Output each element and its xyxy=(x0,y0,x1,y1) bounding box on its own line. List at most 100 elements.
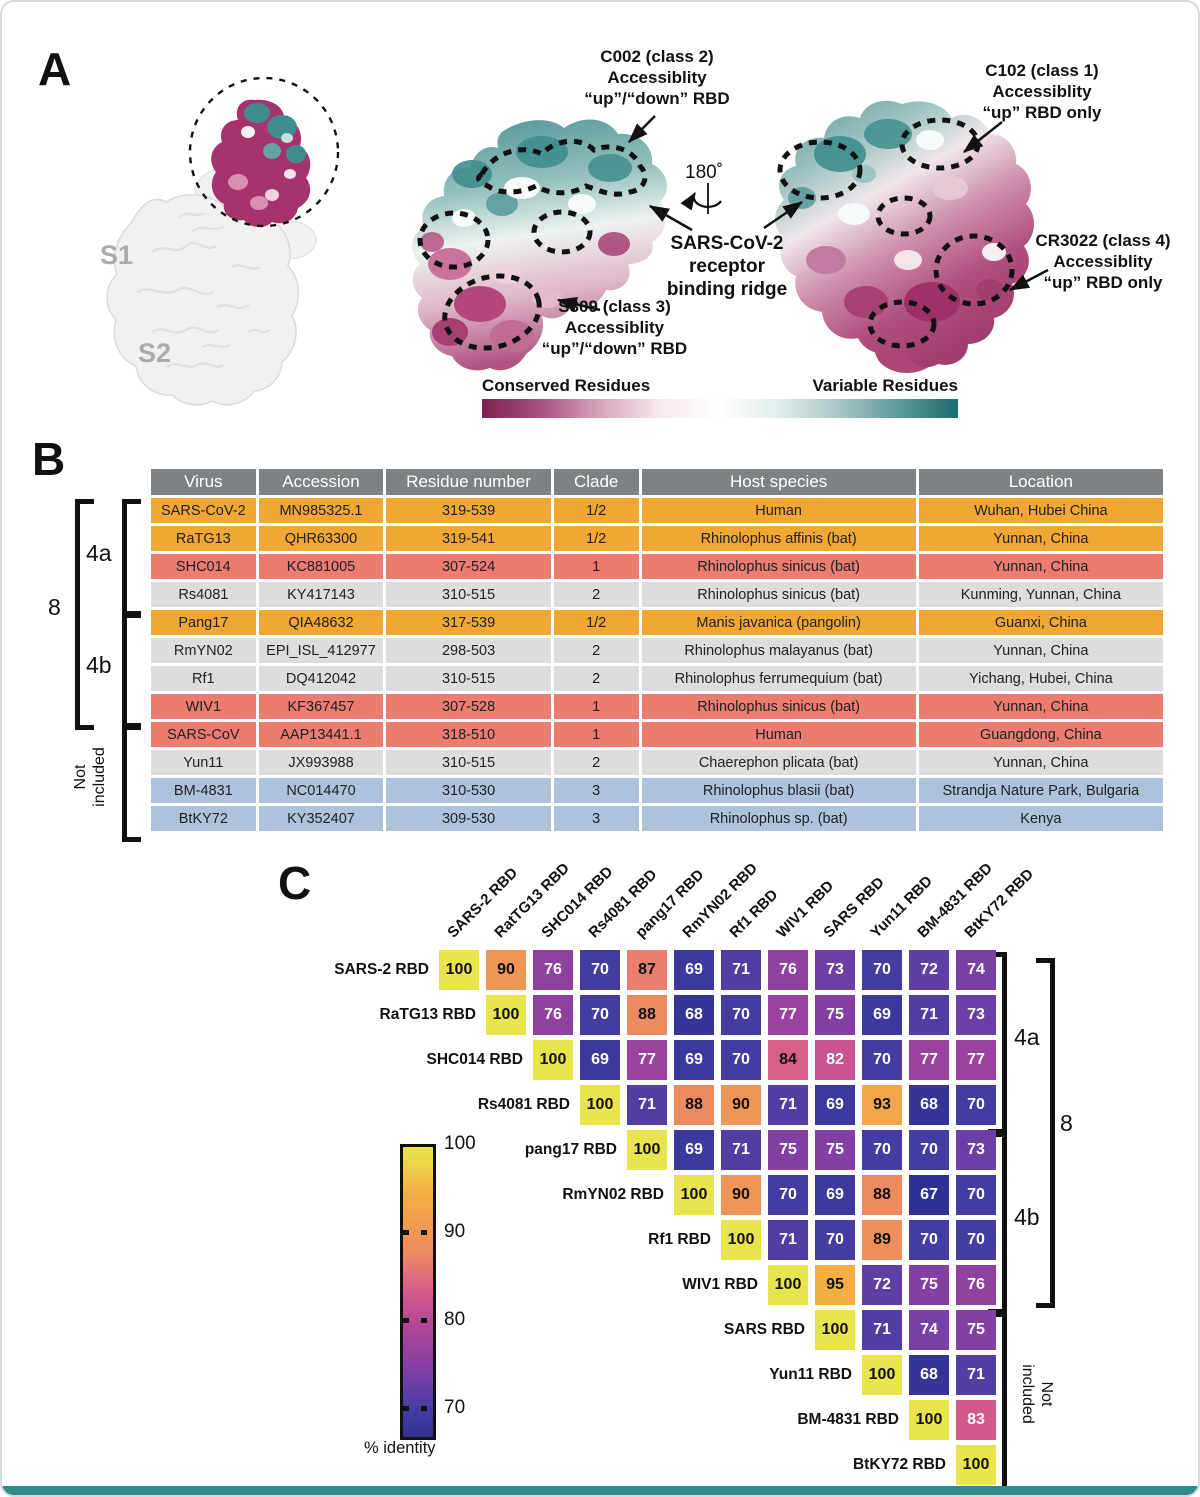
table-row: RaTG13 QHR63300 319-541 1/2 Rhinolophus affi… xyxy=(151,526,1163,551)
heatmap-cell: 67 xyxy=(909,1175,949,1215)
cell-clade: 1 xyxy=(553,554,639,579)
bracket-c-4a xyxy=(988,952,1007,1134)
heatmap-cell: 71 xyxy=(909,995,949,1035)
heatmap-cell: 70 xyxy=(721,1040,761,1080)
cell-clade: 2 xyxy=(553,666,639,691)
heatmap-cell: 88 xyxy=(627,995,667,1035)
heatmap-cell: 100 xyxy=(815,1310,855,1350)
heatmap-cell: 82 xyxy=(815,1040,855,1080)
cell-location: Guangdong, China xyxy=(918,722,1163,747)
cell-clade: 3 xyxy=(553,778,639,803)
heatmap-row-label: WIV1 RBD xyxy=(682,1276,758,1293)
column-header: Residue number xyxy=(386,469,551,495)
colorbar-tick xyxy=(403,1317,409,1323)
conservation-gradient-bar xyxy=(482,399,958,418)
cell-residue_number: 310-530 xyxy=(386,778,551,803)
cell-residue_number: 298-503 xyxy=(386,638,551,663)
colorbar-tick xyxy=(421,1229,427,1235)
heatmap-cell: 70 xyxy=(956,1175,996,1215)
group-not-included-label: Not included xyxy=(72,747,108,807)
cell-virus: SARS-CoV-2 xyxy=(151,498,256,523)
colorbar-tick xyxy=(421,1405,427,1411)
cell-host_species: Human xyxy=(641,722,916,747)
column-header: Host species xyxy=(641,469,916,495)
bracket-c-8 xyxy=(1036,958,1055,1308)
heatmap-row-label: SARS-2 RBD xyxy=(334,961,429,978)
cell-location: Guanxi, China xyxy=(918,610,1163,635)
heatmap-cell: 70 xyxy=(768,1175,808,1215)
cell-accession: NC014470 xyxy=(258,778,384,803)
cell-host_species: Rhinolophus sp. (bat) xyxy=(641,806,916,831)
heatmap-cell: 69 xyxy=(674,950,714,990)
heatmap-cell: 68 xyxy=(909,1355,949,1395)
annotation-arrows xyxy=(556,115,1049,312)
colorbar-tick-label: 80 xyxy=(444,1308,466,1330)
cell-host_species: Rhinolophus ferrumequium (bat) xyxy=(641,666,916,691)
rotation-label: 180˚ xyxy=(685,162,724,183)
heatmap-cell: 74 xyxy=(956,950,996,990)
cell-clade: 1 xyxy=(553,694,639,719)
bracket-4a xyxy=(122,499,141,618)
cell-residue_number: 310-515 xyxy=(386,750,551,775)
heatmap-cell: 77 xyxy=(627,1040,667,1080)
heatmap-cell: 75 xyxy=(956,1310,996,1350)
table-row: BtKY72 KY352407 309-530 3 Rhinolophus sp. (b… xyxy=(151,806,1163,831)
colorbar-tick-label: 100 xyxy=(444,1133,476,1154)
heatmap-cell: 90 xyxy=(721,1085,761,1125)
heatmap-cell: 100 xyxy=(486,995,526,1035)
heatmap-cell: 77 xyxy=(909,1040,949,1080)
heatmap-cell: 69 xyxy=(815,1085,855,1125)
heatmap-cell: 70 xyxy=(909,1130,949,1170)
rbd-colored-highlight xyxy=(211,99,311,228)
table-row: RmYN02 EPI_ISL_412977 298-503 2 Rhinolophus … xyxy=(151,638,1163,663)
column-header: Clade xyxy=(553,469,639,495)
cell-residue_number: 310-515 xyxy=(386,666,551,691)
cell-location: Yunnan, China xyxy=(918,750,1163,775)
colorbar-tick xyxy=(421,1317,427,1323)
cell-residue_number: 307-528 xyxy=(386,694,551,719)
heatmap-cell: 76 xyxy=(956,1265,996,1305)
cell-virus: WIV1 xyxy=(151,694,256,719)
column-header: Location xyxy=(918,469,1163,495)
virus-table-container: Virus Accession Residue number Clade Host sp… xyxy=(148,466,1166,834)
bottom-accent-bar xyxy=(2,1486,1198,1495)
colorbar-tick-label: 70 xyxy=(444,1396,466,1418)
cell-accession: KY417143 xyxy=(258,582,384,607)
bracket-not-included xyxy=(122,723,141,842)
bracket-c-4b xyxy=(988,1132,1007,1314)
cell-residue_number: 307-524 xyxy=(386,554,551,579)
heatmap-cell: 71 xyxy=(768,1220,808,1260)
cell-host_species: Rhinolophus blasii (bat) xyxy=(641,778,916,803)
heatmap-cell: 77 xyxy=(768,995,808,1035)
variable-label: Variable Residues xyxy=(812,376,958,395)
cell-host_species: Rhinolophus malayanus (bat) xyxy=(641,638,916,663)
cell-host_species: Rhinolophus sinicus (bat) xyxy=(641,582,916,607)
heatmap-cell: 70 xyxy=(909,1220,949,1260)
heatmap-row-label: Rs4081 RBD xyxy=(477,1096,570,1113)
cell-host_species: Rhinolophus sinicus (bat) xyxy=(641,554,916,579)
conserved-label: Conserved Residues xyxy=(482,376,651,395)
cell-accession: KC881005 xyxy=(258,554,384,579)
cell-virus: SHC014 xyxy=(151,554,256,579)
table-row: Rf1 DQ412042 310-515 2 Rhinolophus ferrumequ… xyxy=(151,666,1163,691)
cell-residue_number: 319-541 xyxy=(386,526,551,551)
heatmap-cell: 70 xyxy=(815,1220,855,1260)
heatmap-cell: 70 xyxy=(956,1085,996,1125)
cell-residue_number: 318-510 xyxy=(386,722,551,747)
cell-virus: Rs4081 xyxy=(151,582,256,607)
cell-virus: Pang17 xyxy=(151,610,256,635)
group-4a-label: 4a xyxy=(86,540,112,566)
table-row: Yun11 JX993988 310-515 2 Chaerephon plicata … xyxy=(151,750,1163,775)
heatmap-cell: 71 xyxy=(768,1085,808,1125)
cell-clade: 2 xyxy=(553,750,639,775)
heatmap-cell: 69 xyxy=(674,1130,714,1170)
heatmap-cell: 69 xyxy=(580,1040,620,1080)
table-header-row: Virus Accession Residue number Clade Host sp… xyxy=(151,469,1163,495)
heatmap-cell: 90 xyxy=(721,1175,761,1215)
spike-structure xyxy=(106,76,340,406)
heatmap-cell: 70 xyxy=(862,1040,902,1080)
heatmap-row-label: pang17 RBD xyxy=(524,1141,617,1158)
rbd-surface-back xyxy=(775,100,1035,373)
column-header: Accession xyxy=(258,469,384,495)
heatmap-cell: 70 xyxy=(862,1130,902,1170)
